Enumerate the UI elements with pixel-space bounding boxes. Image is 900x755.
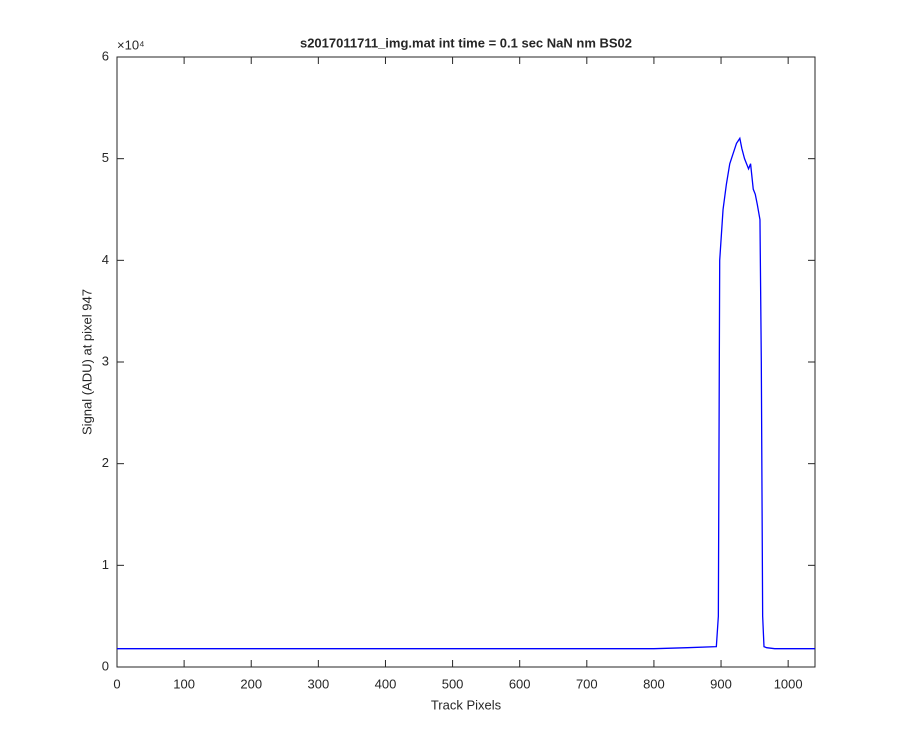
x-tick-label: 1000 [774,676,803,691]
chart-title: s2017011711_img.mat int time = 0.1 sec N… [300,35,632,50]
x-tick-label: 700 [576,676,598,691]
x-axis-label: Track Pixels [431,697,502,712]
x-tick-label: 0 [113,676,120,691]
x-tick-label: 500 [442,676,464,691]
x-tick-label: 900 [710,676,732,691]
x-tick-label: 600 [509,676,531,691]
y-tick-label: 3 [102,353,109,368]
y-axis-label: Signal (ADU) at pixel 947 [79,289,94,435]
y-tick-label: 5 [102,150,109,165]
x-tick-label: 200 [240,676,262,691]
x-tick-label: 400 [375,676,397,691]
y-tick-label: 0 [102,658,109,673]
x-tick-label: 800 [643,676,665,691]
x-tick-label: 100 [173,676,195,691]
y-tick-label: 1 [102,557,109,572]
x-tick-label: 300 [307,676,329,691]
y-tick-label: 2 [102,455,109,470]
y-tick-label: 4 [102,252,109,267]
y-multiplier: ×10⁴ [117,37,145,52]
data-line [117,136,815,650]
y-tick-label: 6 [102,48,109,63]
